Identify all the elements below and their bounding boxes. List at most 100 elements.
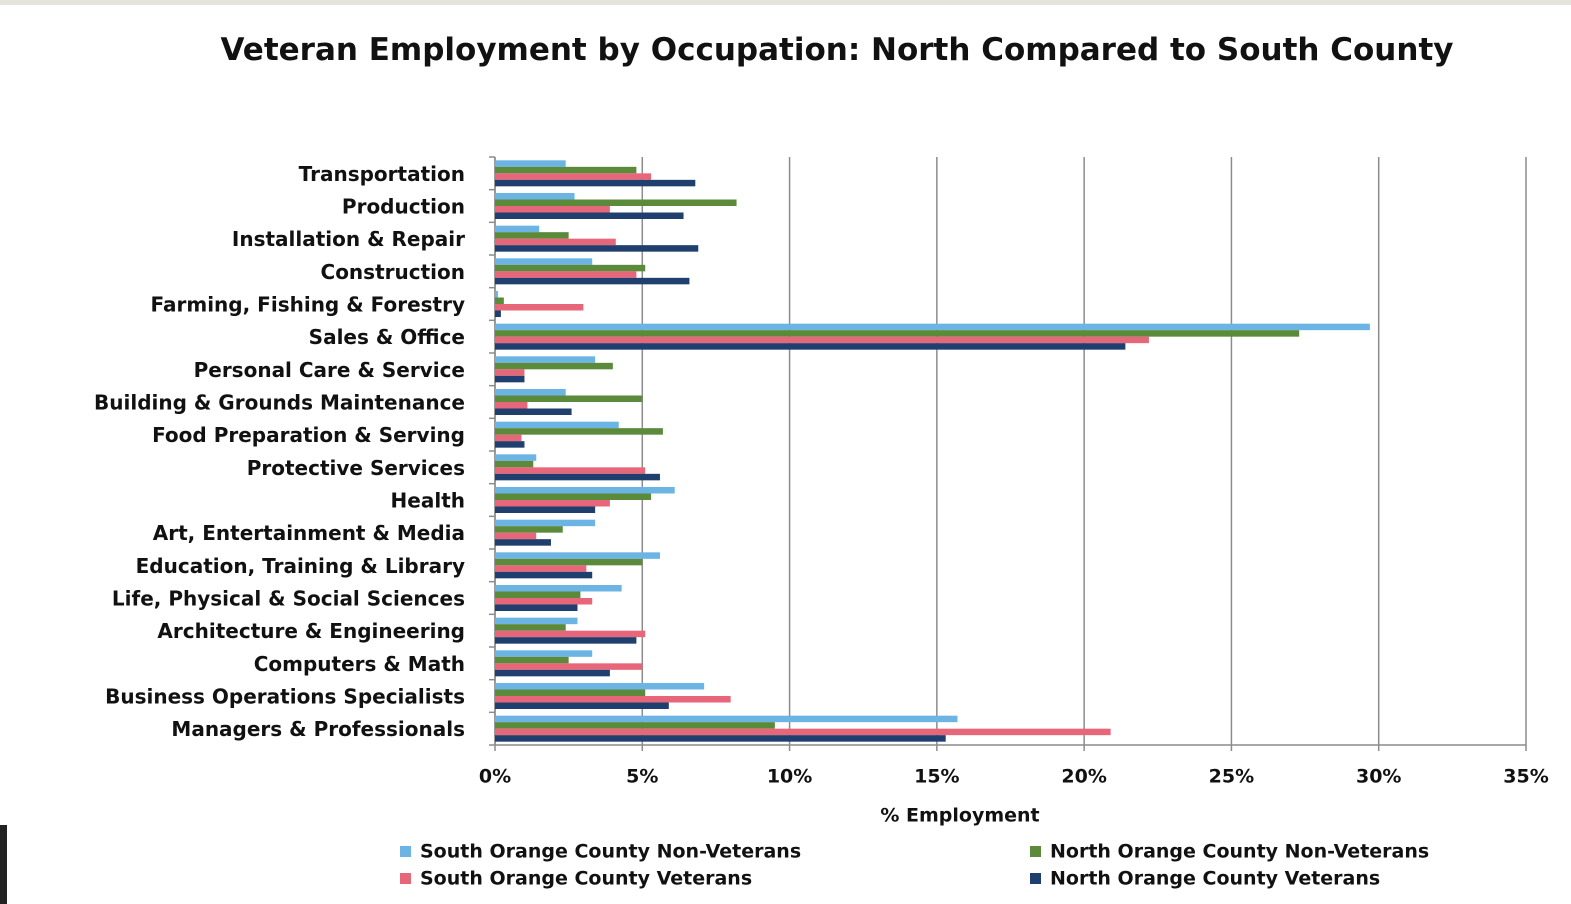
bar xyxy=(495,696,731,703)
bar xyxy=(495,637,637,644)
x-tick-label: 10% xyxy=(767,766,812,788)
x-tick-label: 35% xyxy=(1503,766,1548,788)
y-tick-label: Food Preparation & Serving xyxy=(152,423,465,447)
bar xyxy=(495,369,525,376)
bar xyxy=(495,245,699,252)
bar xyxy=(495,519,596,527)
bar xyxy=(495,258,593,265)
y-tick-label: Transportation xyxy=(299,162,465,186)
x-tick-label: 0% xyxy=(479,766,511,788)
bar xyxy=(495,585,622,592)
bar xyxy=(495,702,669,709)
y-tick-label: Business Operations Specialists xyxy=(105,685,465,709)
bar xyxy=(495,473,660,481)
bar xyxy=(495,199,737,206)
bar xyxy=(495,389,566,396)
bar xyxy=(495,487,675,494)
y-tick-label: Construction xyxy=(321,260,465,284)
bar xyxy=(495,558,643,566)
legend-label: South Orange County Non-Veterans xyxy=(420,841,801,863)
bar xyxy=(495,434,522,442)
x-tick-label: 30% xyxy=(1356,766,1401,788)
y-tick-label: Farming, Fishing & Forestry xyxy=(151,293,465,317)
bar xyxy=(495,650,593,657)
bar xyxy=(495,728,1111,736)
bar xyxy=(495,565,587,572)
bar xyxy=(495,343,1126,350)
bar xyxy=(495,630,646,638)
y-tick-label: Production xyxy=(342,195,465,219)
bar xyxy=(495,206,610,213)
bar xyxy=(495,304,584,311)
y-tick-label: Architecture & Engineering xyxy=(157,619,465,643)
y-tick-label: Installation & Repair xyxy=(232,227,465,251)
bar xyxy=(495,375,525,383)
bar xyxy=(495,591,581,598)
bar xyxy=(495,160,566,167)
bar xyxy=(495,336,1149,344)
bar xyxy=(495,232,569,239)
x-tick-label: 15% xyxy=(914,766,959,788)
bar xyxy=(495,735,946,742)
bar xyxy=(495,193,575,200)
bar xyxy=(495,277,690,285)
x-tick-label: 5% xyxy=(626,766,658,788)
bar xyxy=(495,166,637,174)
bar xyxy=(495,715,958,723)
bar xyxy=(495,532,537,540)
x-tick-label: 25% xyxy=(1209,766,1254,788)
legend-label: South Orange County Veterans xyxy=(420,868,752,890)
bar xyxy=(495,310,501,317)
bar xyxy=(495,663,643,670)
bar xyxy=(495,212,684,219)
bar xyxy=(495,689,646,696)
legend-swatch xyxy=(1030,873,1041,884)
bar xyxy=(495,617,578,625)
legend-label: North Orange County Non-Veterans xyxy=(1050,841,1429,863)
bar xyxy=(495,323,1370,331)
y-tick-label: Sales & Office xyxy=(309,325,465,349)
bar xyxy=(495,526,563,533)
bar xyxy=(495,624,566,631)
bar xyxy=(495,356,596,363)
bar xyxy=(495,395,643,402)
legend-label: North Orange County Veterans xyxy=(1050,868,1380,890)
bar xyxy=(495,428,663,435)
x-axis-label: % Employment xyxy=(880,805,1039,827)
chart-title: Veteran Employment by Occupation: North … xyxy=(220,32,1454,68)
chart: % Employment 0% 5% 10% 15% 20% 25% 30% 35% Trans… xyxy=(0,156,1549,904)
bar xyxy=(495,421,619,429)
bar xyxy=(495,454,537,461)
y-tick-label: Managers & Professionals xyxy=(171,717,465,741)
y-tick-label: Computers & Math xyxy=(254,652,465,676)
y-tick-label: Protective Services xyxy=(247,456,465,480)
bar xyxy=(495,656,569,664)
bar xyxy=(495,460,534,468)
bar xyxy=(495,179,696,187)
bar xyxy=(495,722,775,729)
bar xyxy=(495,598,593,605)
bar xyxy=(495,539,551,546)
y-tick-label: Building & Grounds Maintenance xyxy=(94,391,465,415)
bar xyxy=(495,506,596,513)
y-tick-label: Personal Care & Service xyxy=(194,358,465,382)
y-tick-label: Education, Training & Library xyxy=(136,554,465,578)
bar xyxy=(495,402,528,409)
bar xyxy=(495,500,610,507)
bar xyxy=(495,238,616,246)
y-tick-label: Art, Entertainment & Media xyxy=(153,521,465,545)
bar xyxy=(495,467,646,474)
bar xyxy=(495,173,652,180)
bar xyxy=(495,604,578,611)
legend-swatch xyxy=(400,873,411,884)
bar xyxy=(495,571,593,579)
bar xyxy=(495,669,610,677)
legend-swatch xyxy=(1030,846,1041,857)
legend-swatch xyxy=(400,846,411,857)
bar xyxy=(495,552,660,559)
bar xyxy=(495,264,646,272)
bar xyxy=(495,330,1300,337)
bar xyxy=(495,271,637,278)
bar xyxy=(495,362,613,370)
